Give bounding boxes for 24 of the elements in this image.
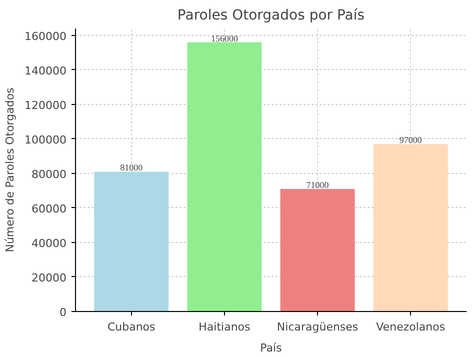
bar bbox=[187, 42, 262, 312]
y-tick-label: 0 bbox=[60, 306, 66, 319]
y-tick-label: 100000 bbox=[24, 133, 67, 146]
y-tick-label: 20000 bbox=[32, 271, 67, 284]
x-tick-label: Cubanos bbox=[107, 320, 156, 334]
y-tick-label: 140000 bbox=[24, 64, 67, 78]
y-axis-title: Número de Paroles Otorgados bbox=[4, 87, 17, 252]
data-label: 97000 bbox=[399, 135, 422, 146]
y-tick-label: 120000 bbox=[24, 98, 67, 112]
y-tick-label: 40000 bbox=[32, 236, 67, 250]
x-axis-title: País bbox=[260, 342, 282, 354]
x-tick-label: Nicaragüenses bbox=[276, 320, 358, 334]
y-tick-label: 80000 bbox=[32, 168, 67, 181]
data-label: 71000 bbox=[306, 180, 330, 190]
y-tick-label: 60000 bbox=[32, 202, 67, 216]
bar bbox=[94, 172, 169, 312]
x-tick-label: Haitianos bbox=[198, 320, 251, 334]
data-label: 156000 bbox=[210, 33, 238, 44]
bar bbox=[280, 188, 355, 312]
chart-title: Paroles Otorgados por País bbox=[177, 8, 365, 24]
x-tick-label: Venezolanos bbox=[376, 320, 446, 334]
y-tick-label: 160000 bbox=[24, 30, 67, 43]
bar bbox=[373, 144, 448, 312]
data-label: 81000 bbox=[120, 162, 144, 173]
